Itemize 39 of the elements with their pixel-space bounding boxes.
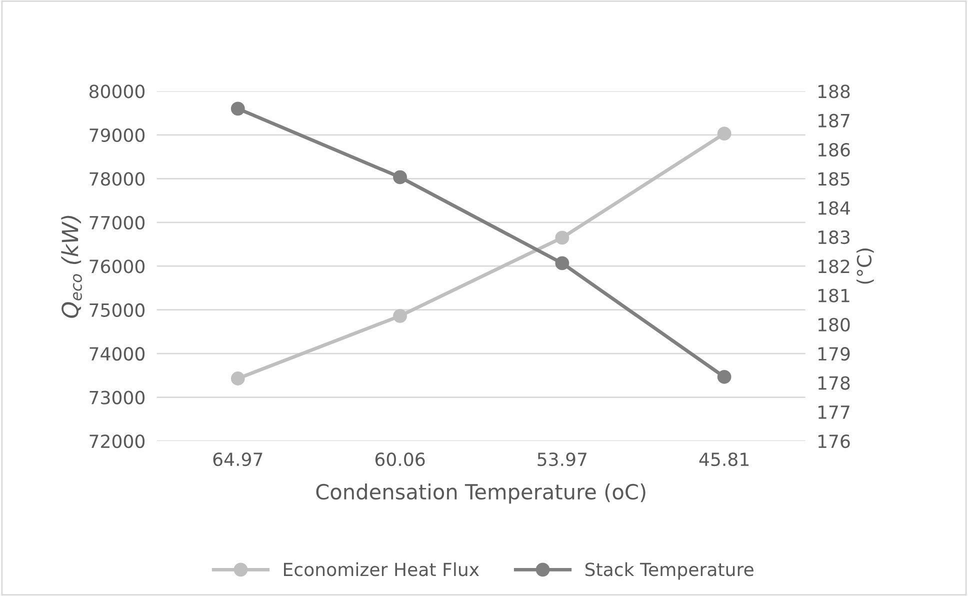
y2-tick-label: 179 <box>818 347 850 361</box>
y2-tick-label: 183 <box>818 230 850 244</box>
y2-axis-title: (°C) <box>856 248 874 284</box>
y-tick-label: 72000 <box>90 434 145 448</box>
point <box>555 256 570 270</box>
y2-tick-label: 180 <box>818 318 850 332</box>
point <box>230 102 245 116</box>
y-tick-label: 76000 <box>90 260 145 274</box>
y2-tick-label: 187 <box>818 114 850 128</box>
y-tick-label: 73000 <box>90 390 145 404</box>
y2-tick-label: 177 <box>818 406 850 419</box>
y-axis-title: Q$_{eco}$ (kW) <box>61 216 82 318</box>
y2-tick-label: 176 <box>818 434 850 448</box>
point <box>393 170 407 184</box>
point <box>230 372 245 386</box>
x-tick-label: 53.97 <box>538 452 586 466</box>
y2-tick-label: 188 <box>818 84 850 98</box>
y-tick-label: 79000 <box>90 128 145 142</box>
x-tick-label: 64.97 <box>213 452 262 466</box>
y2-tick-label: 184 <box>818 201 850 215</box>
y-tick-label: 78000 <box>90 172 145 186</box>
y2-tick-label: 186 <box>818 142 850 157</box>
y-tick-label: 75000 <box>90 303 145 317</box>
y-tick-label: 74000 <box>90 347 145 361</box>
y-tick-label: 80000 <box>89 84 145 98</box>
x-tick-label: 60.06 <box>375 452 425 466</box>
point <box>717 126 732 141</box>
point <box>717 370 732 384</box>
y2-tick-label: 178 <box>818 376 850 390</box>
legend-label: Stack Temperature <box>585 562 754 580</box>
legend-label: Economizer Heat Flux <box>284 562 479 576</box>
y2-tick-label: 182 <box>818 260 850 274</box>
x-tick-label: 45.81 <box>699 452 748 466</box>
y-tick-label: 77000 <box>90 216 145 230</box>
y2-tick-label: 185 <box>818 172 850 186</box>
point <box>555 230 570 245</box>
y2-tick-label: 181 <box>818 288 850 302</box>
x-axis-title: Condensation Temperature (oC) <box>316 484 646 504</box>
point <box>393 309 407 323</box>
